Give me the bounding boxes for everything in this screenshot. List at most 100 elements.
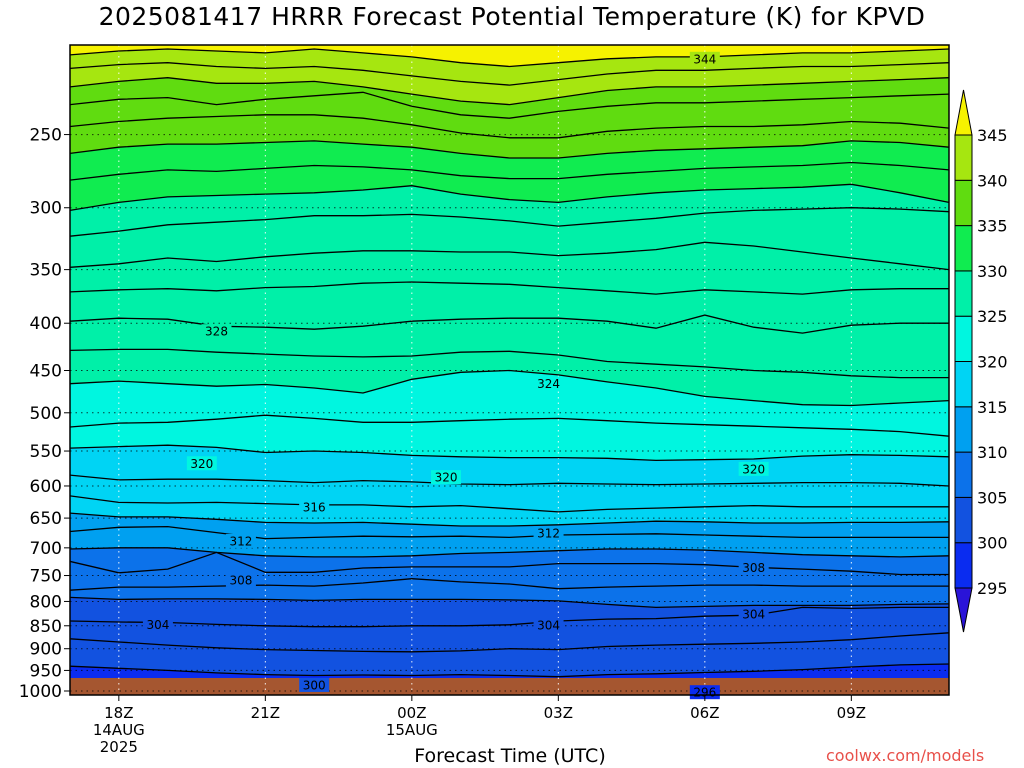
colorbar-segment-330: [954, 225, 973, 272]
contour-322-14: [70, 414, 949, 437]
colorbar-label-325: 325: [977, 307, 1008, 326]
contour-label-bg-14: [299, 677, 330, 692]
contour-308-21: [70, 551, 949, 576]
colorbar-label-340: 340: [977, 171, 1008, 190]
x-tick-label-21: 21Z: [251, 704, 280, 722]
colorbar-segment-310: [954, 406, 973, 453]
colorbar-arrow-high: [954, 89, 973, 136]
contour-320-15: [70, 444, 949, 462]
colorbar-label-345: 345: [977, 126, 1008, 145]
x-tick-label-24: 00Z: [397, 704, 426, 722]
y-tick-label-450: 450: [30, 361, 62, 381]
contour-label-bg-4: [431, 470, 462, 485]
y-tick-label-700: 700: [30, 539, 62, 559]
y-tick-label-500: 500: [30, 404, 62, 424]
x-tick-label-33: 09Z: [837, 704, 866, 722]
contour-label-bg-0: [689, 51, 720, 66]
contour-318-16: [70, 474, 949, 487]
colorbar-label-295: 295: [977, 579, 1008, 598]
colorbar-label-315: 315: [977, 398, 1008, 417]
contour-304-24: [70, 606, 949, 628]
contour-316-17: [70, 495, 949, 513]
contour-label-13: 304: [742, 607, 765, 621]
contour-label-bg-8: [533, 526, 564, 541]
contour-329-9: [70, 241, 949, 271]
colorbar-segment-325: [954, 270, 973, 317]
y-tick-label-300: 300: [30, 199, 62, 219]
colorbar-label-305: 305: [977, 488, 1008, 507]
colorbar-segment-295: [954, 542, 973, 589]
x-tick-year-18: 2025: [100, 738, 138, 756]
contour-label-7: 312: [229, 534, 252, 548]
contour-324-13: [70, 369, 949, 407]
contour-label-5: 320: [742, 462, 765, 476]
contour-label-bg-6: [299, 499, 330, 514]
contour-312-19: [70, 525, 949, 540]
contour-344-0: [70, 48, 949, 68]
colorbar-segment-335: [954, 179, 973, 227]
y-tick-label-900: 900: [30, 640, 62, 660]
colorbar-segment-300: [954, 496, 973, 544]
contour-label-12: 304: [537, 618, 560, 632]
credit-link[interactable]: coolwx.com/models: [826, 746, 985, 765]
contour-label-bg-2: [533, 376, 564, 391]
x-tick-label-27: 03Z: [544, 704, 573, 722]
y-tick-label-950: 950: [30, 661, 62, 681]
contour-label-bg-3: [186, 456, 217, 471]
contour-329-10: [70, 281, 949, 295]
colorbar-label-300: 300: [977, 534, 1008, 553]
y-tick-label-1000: 1000: [19, 682, 62, 702]
contour-336-4: [70, 114, 949, 139]
contour-305-23: [70, 596, 949, 609]
colorbar-label-335: 335: [977, 217, 1008, 236]
y-axis: 250 300 350 400 450 500 550 600 650 700 750 800 850 9…: [19, 126, 70, 702]
contour-lines: [70, 48, 949, 678]
colorbar-segment-320: [954, 315, 973, 363]
contour-314-18: [70, 512, 949, 527]
colorbar-label-310: 310: [977, 443, 1008, 462]
y-tick-label-850: 850: [30, 617, 62, 637]
colorbar-segment-315: [954, 361, 973, 408]
contour-label-bg-10: [738, 560, 769, 575]
colorbar: 295 300 305 310 315 320 325 330 335 340 345: [954, 89, 1008, 633]
contour-label-9: 308: [229, 573, 252, 587]
contour-label-14: 300: [303, 678, 326, 692]
contour-330-7: [70, 183, 949, 212]
y-tick-label-750: 750: [30, 567, 62, 587]
contour-342-1: [70, 62, 949, 86]
gridlines: [70, 45, 949, 695]
theta-fill-layer: [70, 45, 949, 695]
contour-label-15: 296: [693, 686, 716, 700]
contour-label-bg-9: [225, 572, 256, 587]
contour-340-2: [70, 77, 949, 106]
contour-326-12: [70, 348, 949, 379]
contour-label-bg-5: [738, 461, 769, 476]
contour-label-bg-12: [533, 617, 564, 632]
contour-label-3: 320: [190, 457, 213, 471]
y-tick-label-550: 550: [30, 442, 62, 462]
contour-label-bg-1: [201, 324, 232, 339]
contour-label-6: 316: [303, 500, 326, 514]
x-tick-date-18: 14AUG: [93, 721, 145, 739]
colorbar-label-320: 320: [977, 353, 1008, 372]
colorbar-segment-340: [954, 134, 973, 181]
contour-334-5: [70, 140, 949, 159]
contour-330-8: [70, 207, 949, 237]
y-tick-label-350: 350: [30, 261, 62, 281]
contour-label-4: 320: [435, 471, 458, 485]
ground-strip: [70, 678, 949, 695]
contour-label-2: 324: [537, 377, 560, 391]
y-tick-label-650: 650: [30, 509, 62, 529]
contour-label-11: 304: [146, 618, 169, 632]
contour-label-layer: 344 328 324 320 320 320 316 312 312 308 308 304 304 3…: [142, 51, 769, 700]
colorbar-label-330: 330: [977, 262, 1008, 281]
x-tick-label-30: 06Z: [690, 704, 719, 722]
contour-label-bg-13: [738, 606, 769, 621]
y-tick-label-400: 400: [30, 314, 62, 334]
x-axis-label: Forecast Time (UTC): [414, 745, 606, 767]
contour-300-26: [70, 663, 949, 678]
x-tick-label-18: 18Z: [104, 704, 133, 722]
